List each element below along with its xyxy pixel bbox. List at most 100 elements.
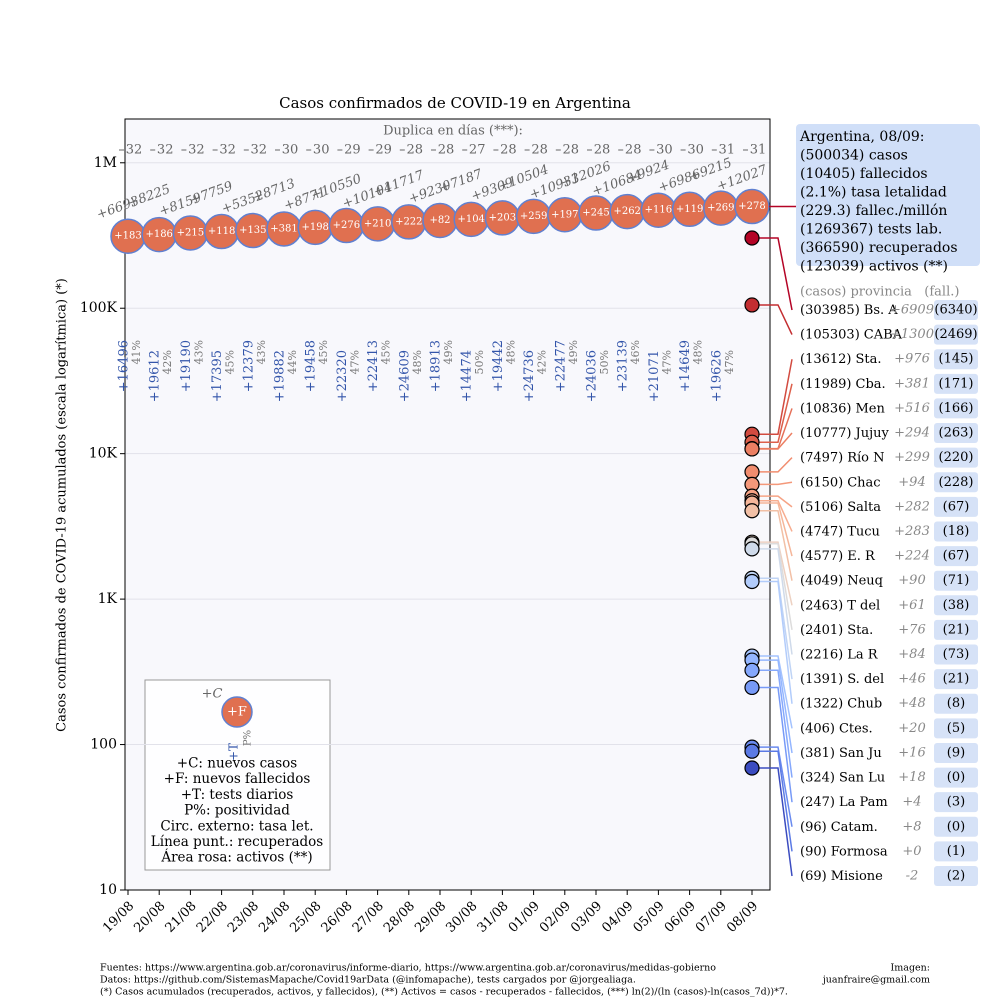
province-new-cases: +0 bbox=[902, 844, 921, 859]
province-name: San Lu bbox=[839, 770, 885, 785]
province-name: CABA bbox=[864, 327, 903, 342]
province-cases: (10777) bbox=[800, 426, 852, 441]
tests-label: +12379 bbox=[241, 340, 256, 392]
province-cases: (105303) bbox=[800, 327, 860, 342]
tests-label: +24609 bbox=[397, 350, 412, 402]
province-new-cases: +283 bbox=[894, 524, 930, 539]
doubling-days: 32 bbox=[126, 143, 143, 158]
new-deaths-label: +210 bbox=[364, 218, 391, 229]
positivity-label: 45% bbox=[380, 340, 393, 364]
province-deaths: (18) bbox=[943, 524, 970, 539]
image-credit: juanfraire@gmail.com bbox=[822, 975, 930, 986]
province-connector bbox=[752, 543, 793, 631]
province-deaths: (0) bbox=[947, 819, 965, 834]
tests-label: +19190 bbox=[179, 340, 194, 392]
province-deaths: (228) bbox=[939, 475, 974, 490]
provinces-header: (casos) provincia (fall.) bbox=[800, 285, 959, 300]
legend-line: +C: nuevos casos bbox=[177, 756, 297, 772]
legend-line: +F: nuevos fallecidos bbox=[164, 771, 311, 787]
deaths-box bbox=[934, 841, 978, 862]
deaths-box bbox=[934, 447, 978, 468]
province-cases: (324) bbox=[800, 770, 835, 785]
tests-label: +23139 bbox=[616, 340, 631, 392]
province-name: La R bbox=[847, 647, 879, 662]
province-name: Chac bbox=[847, 475, 880, 490]
info-line: (2.1%) tasa letalidad bbox=[800, 185, 947, 201]
province-label: (247) La Pam bbox=[800, 795, 888, 810]
deaths-box bbox=[934, 373, 978, 394]
positivity-label: 45% bbox=[317, 340, 330, 364]
province-new-cases: +299 bbox=[894, 450, 930, 465]
x-tick-label: 05/09 bbox=[631, 899, 668, 936]
province-connector bbox=[752, 686, 793, 803]
x-tick-label: 02/09 bbox=[537, 899, 574, 936]
legend-line: P%: positividad bbox=[184, 803, 290, 819]
province-connector bbox=[752, 495, 793, 508]
province-deaths: (0) bbox=[947, 770, 965, 785]
doubling-days: 32 bbox=[219, 143, 236, 158]
doubling-days: 32 bbox=[157, 143, 174, 158]
doubling-days: 28 bbox=[625, 143, 642, 158]
province-new-cases: +516 bbox=[894, 401, 930, 416]
deaths-box bbox=[934, 693, 978, 714]
province-name: Salta bbox=[847, 499, 881, 514]
deaths-box bbox=[934, 472, 978, 493]
plot-frame bbox=[124, 118, 771, 891]
province-cases: (6150) bbox=[800, 475, 843, 490]
legend-line: +T: tests diarios bbox=[181, 787, 294, 803]
province-label: (90) Formosa bbox=[800, 844, 888, 859]
province-deaths: (5) bbox=[947, 721, 965, 736]
province-connector bbox=[752, 767, 793, 877]
province-new-cases: +46 bbox=[898, 672, 925, 687]
province-name: Sta. bbox=[856, 352, 882, 367]
x-tick-label: 23/08 bbox=[225, 899, 262, 936]
tests-label: +22413 bbox=[366, 340, 381, 392]
doubling-days: 29 bbox=[375, 143, 392, 158]
province-new-cases: +4 bbox=[902, 795, 921, 810]
positivity-label: 48% bbox=[692, 340, 705, 364]
y-tick-label: 10 bbox=[99, 882, 117, 898]
province-label: (10836) Men bbox=[800, 401, 886, 416]
province-name: S. del bbox=[847, 672, 884, 687]
x-tick-label: 21/08 bbox=[163, 899, 200, 936]
province-deaths: (263) bbox=[939, 426, 974, 441]
x-tick-label: 20/08 bbox=[131, 899, 168, 936]
province-label: (96) Catam. bbox=[800, 819, 878, 834]
province-connector bbox=[752, 541, 793, 606]
new-deaths-label: +104 bbox=[457, 214, 484, 225]
province-label: (1391) S. del bbox=[800, 672, 884, 687]
province-name: Jujuy bbox=[854, 426, 890, 441]
province-deaths: (171) bbox=[939, 376, 974, 391]
doubling-days: 28 bbox=[531, 143, 548, 158]
province-cases: (303985) bbox=[800, 303, 860, 318]
province-new-cases: +224 bbox=[894, 549, 930, 564]
province-cases: (1322) bbox=[800, 696, 843, 711]
image-credit: Imagen: bbox=[891, 963, 930, 974]
positivity-label: 43% bbox=[192, 340, 205, 364]
province-connector bbox=[752, 659, 793, 754]
province-connector bbox=[752, 457, 793, 473]
province-connector bbox=[752, 669, 793, 778]
province-marker bbox=[744, 760, 760, 776]
positivity-label: 50% bbox=[473, 350, 486, 374]
province-deaths: (67) bbox=[943, 499, 970, 514]
deaths-box bbox=[934, 349, 978, 370]
new-deaths-label: +278 bbox=[738, 201, 765, 212]
deaths-box bbox=[934, 718, 978, 739]
footer-line: Datos: https://github.com/SistemasMapach… bbox=[100, 975, 636, 986]
legend-sample-label: +F bbox=[227, 705, 247, 720]
x-tick-label: 01/09 bbox=[506, 899, 543, 936]
province-new-cases: +20 bbox=[898, 721, 925, 736]
x-tick-label: 04/09 bbox=[599, 899, 636, 936]
province-name: Misione bbox=[831, 869, 883, 884]
province-cases: (4747) bbox=[800, 524, 843, 539]
province-marker bbox=[744, 503, 760, 519]
province-connector bbox=[752, 502, 793, 557]
province-name: San Ju bbox=[839, 745, 882, 760]
province-deaths: (21) bbox=[943, 622, 970, 637]
province-deaths: (166) bbox=[939, 401, 974, 416]
positivity-label: 47% bbox=[723, 350, 736, 374]
province-cases: (2216) bbox=[800, 647, 843, 662]
province-label: (7497) Río N bbox=[800, 450, 885, 465]
info-line: (10405) fallecidos bbox=[800, 166, 928, 182]
